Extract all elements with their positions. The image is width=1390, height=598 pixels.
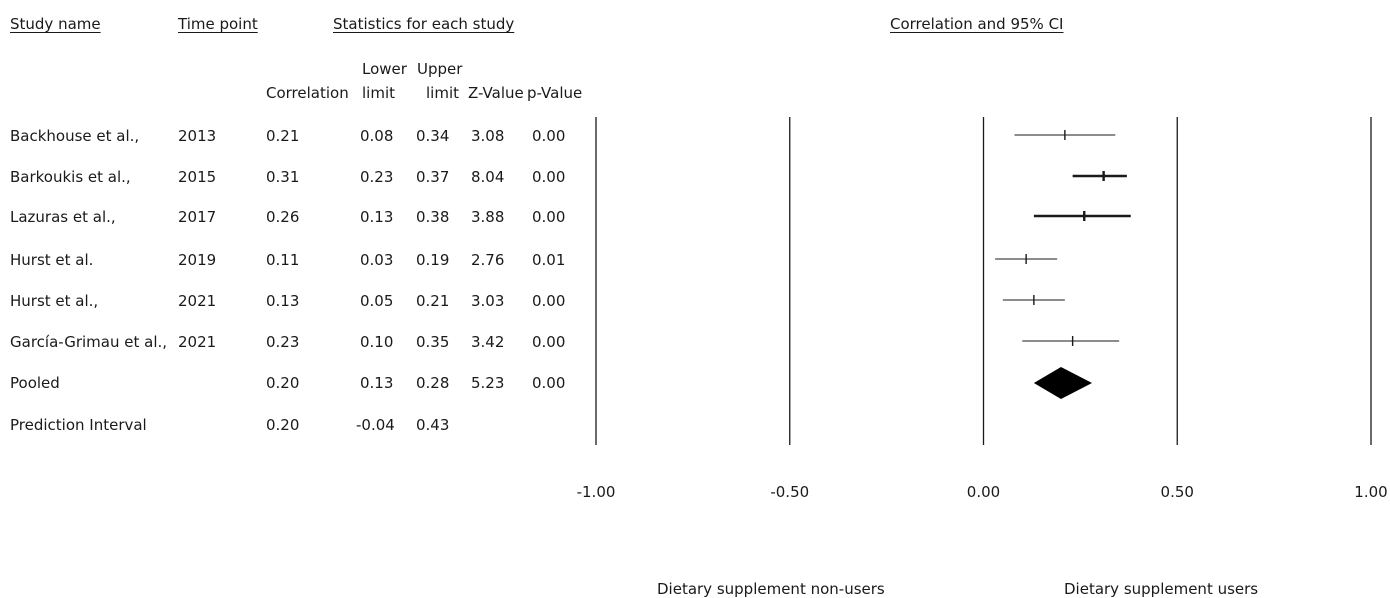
study-name: Barkoukis et al., — [10, 168, 131, 186]
study-correlation: 0.26 — [266, 208, 300, 226]
study-lower: 0.10 — [360, 333, 394, 351]
pooled-name: Pooled — [10, 374, 60, 392]
study-upper: 0.34 — [416, 127, 450, 145]
study-z: 2.76 — [471, 251, 505, 269]
prediction-interval-name: Prediction Interval — [10, 416, 147, 434]
study-z: 3.08 — [471, 127, 505, 145]
pooled-upper: 0.28 — [416, 374, 450, 392]
study-name: García-Grimau et al., — [10, 333, 168, 351]
study-upper: 0.37 — [416, 168, 450, 186]
prediction-interval-correlation: 0.20 — [266, 416, 300, 434]
header-lower-top: Lower — [362, 60, 407, 78]
header-statistics: Statistics for each study — [333, 15, 515, 33]
header-lower-bottom: limit — [362, 84, 395, 102]
study-p: 0.00 — [532, 208, 566, 226]
study-year: 2013 — [178, 127, 217, 145]
header-zvalue: Z-Value — [468, 84, 524, 102]
prediction-interval-lower: -0.04 — [356, 416, 395, 434]
study-year: 2021 — [178, 292, 217, 310]
study-z: 3.03 — [471, 292, 505, 310]
study-name: Backhouse et al., — [10, 127, 140, 145]
study-year: 2015 — [178, 168, 217, 186]
study-p: 0.00 — [532, 168, 566, 186]
study-correlation: 0.31 — [266, 168, 300, 186]
study-year: 2019 — [178, 251, 217, 269]
study-p: 0.00 — [532, 127, 566, 145]
x-tick-label: 0.00 — [967, 483, 1000, 501]
pooled-lower: 0.13 — [360, 374, 394, 392]
study-name: Hurst et al., — [10, 292, 99, 310]
study-name: Hurst et al. — [10, 251, 94, 269]
study-z: 3.42 — [471, 333, 505, 351]
prediction-interval-upper: 0.43 — [416, 416, 450, 434]
x-tick-label: 1.00 — [1354, 483, 1387, 501]
study-z: 3.88 — [471, 208, 505, 226]
study-z: 8.04 — [471, 168, 505, 186]
study-upper: 0.19 — [416, 251, 450, 269]
study-p: 0.00 — [532, 292, 566, 310]
header-upper-top: Upper — [417, 60, 463, 78]
study-lower: 0.23 — [360, 168, 394, 186]
study-correlation: 0.21 — [266, 127, 300, 145]
x-tick-label: -1.00 — [577, 483, 616, 501]
study-lower: 0.13 — [360, 208, 394, 226]
plot-title: Correlation and 95% CI — [890, 15, 1064, 33]
pooled-diamond — [1033, 367, 1092, 399]
study-upper: 0.35 — [416, 333, 450, 351]
favours-left-label: Dietary supplement non-users — [657, 580, 885, 598]
pooled-z: 5.23 — [471, 374, 505, 392]
study-p: 0.00 — [532, 333, 566, 351]
study-lower: 0.05 — [360, 292, 394, 310]
study-year: 2017 — [178, 208, 217, 226]
study-name: Lazuras et al., — [10, 208, 116, 226]
study-year: 2021 — [178, 333, 217, 351]
favours-right-label: Dietary supplement users — [1064, 580, 1259, 598]
study-lower: 0.03 — [360, 251, 394, 269]
header-pvalue: p-Value — [527, 84, 583, 102]
study-upper: 0.38 — [416, 208, 450, 226]
header-time-point: Time point — [178, 15, 258, 33]
header-study-name: Study name — [10, 15, 101, 33]
pooled-p: 0.00 — [532, 374, 566, 392]
x-tick-label: -0.50 — [770, 483, 809, 501]
study-correlation: 0.13 — [266, 292, 300, 310]
study-correlation: 0.23 — [266, 333, 300, 351]
header-upper-bottom: limit — [426, 84, 459, 102]
pooled-correlation: 0.20 — [266, 374, 300, 392]
study-p: 0.01 — [532, 251, 566, 269]
header-correlation: Correlation — [266, 84, 349, 102]
study-lower: 0.08 — [360, 127, 394, 145]
x-tick-label: 0.50 — [1161, 483, 1194, 501]
study-correlation: 0.11 — [266, 251, 300, 269]
study-upper: 0.21 — [416, 292, 450, 310]
